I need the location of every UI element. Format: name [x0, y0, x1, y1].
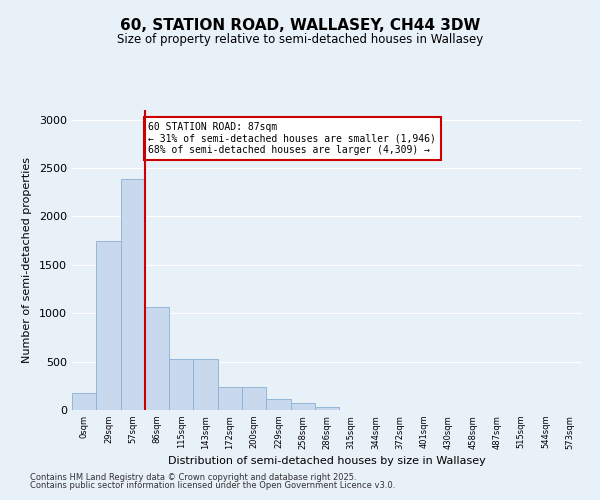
Bar	[72, 393, 96, 410]
Text: Contains HM Land Registry data © Crown copyright and database right 2025.: Contains HM Land Registry data © Crown c…	[30, 473, 356, 482]
Bar	[193, 358, 218, 410]
Bar	[242, 387, 266, 410]
Bar	[290, 403, 315, 410]
Y-axis label: Number of semi-detached properties: Number of semi-detached properties	[22, 157, 32, 363]
Bar	[169, 358, 193, 410]
Bar	[145, 308, 169, 410]
Text: Contains public sector information licensed under the Open Government Licence v3: Contains public sector information licen…	[30, 480, 395, 490]
Bar	[218, 387, 242, 410]
Bar	[96, 240, 121, 410]
Bar	[315, 408, 339, 410]
Bar	[121, 178, 145, 410]
Text: Size of property relative to semi-detached houses in Wallasey: Size of property relative to semi-detach…	[117, 32, 483, 46]
X-axis label: Distribution of semi-detached houses by size in Wallasey: Distribution of semi-detached houses by …	[168, 456, 486, 466]
Text: 60 STATION ROAD: 87sqm
← 31% of semi-detached houses are smaller (1,946)
68% of : 60 STATION ROAD: 87sqm ← 31% of semi-det…	[149, 122, 436, 155]
Bar	[266, 400, 290, 410]
Text: 60, STATION ROAD, WALLASEY, CH44 3DW: 60, STATION ROAD, WALLASEY, CH44 3DW	[120, 18, 480, 32]
